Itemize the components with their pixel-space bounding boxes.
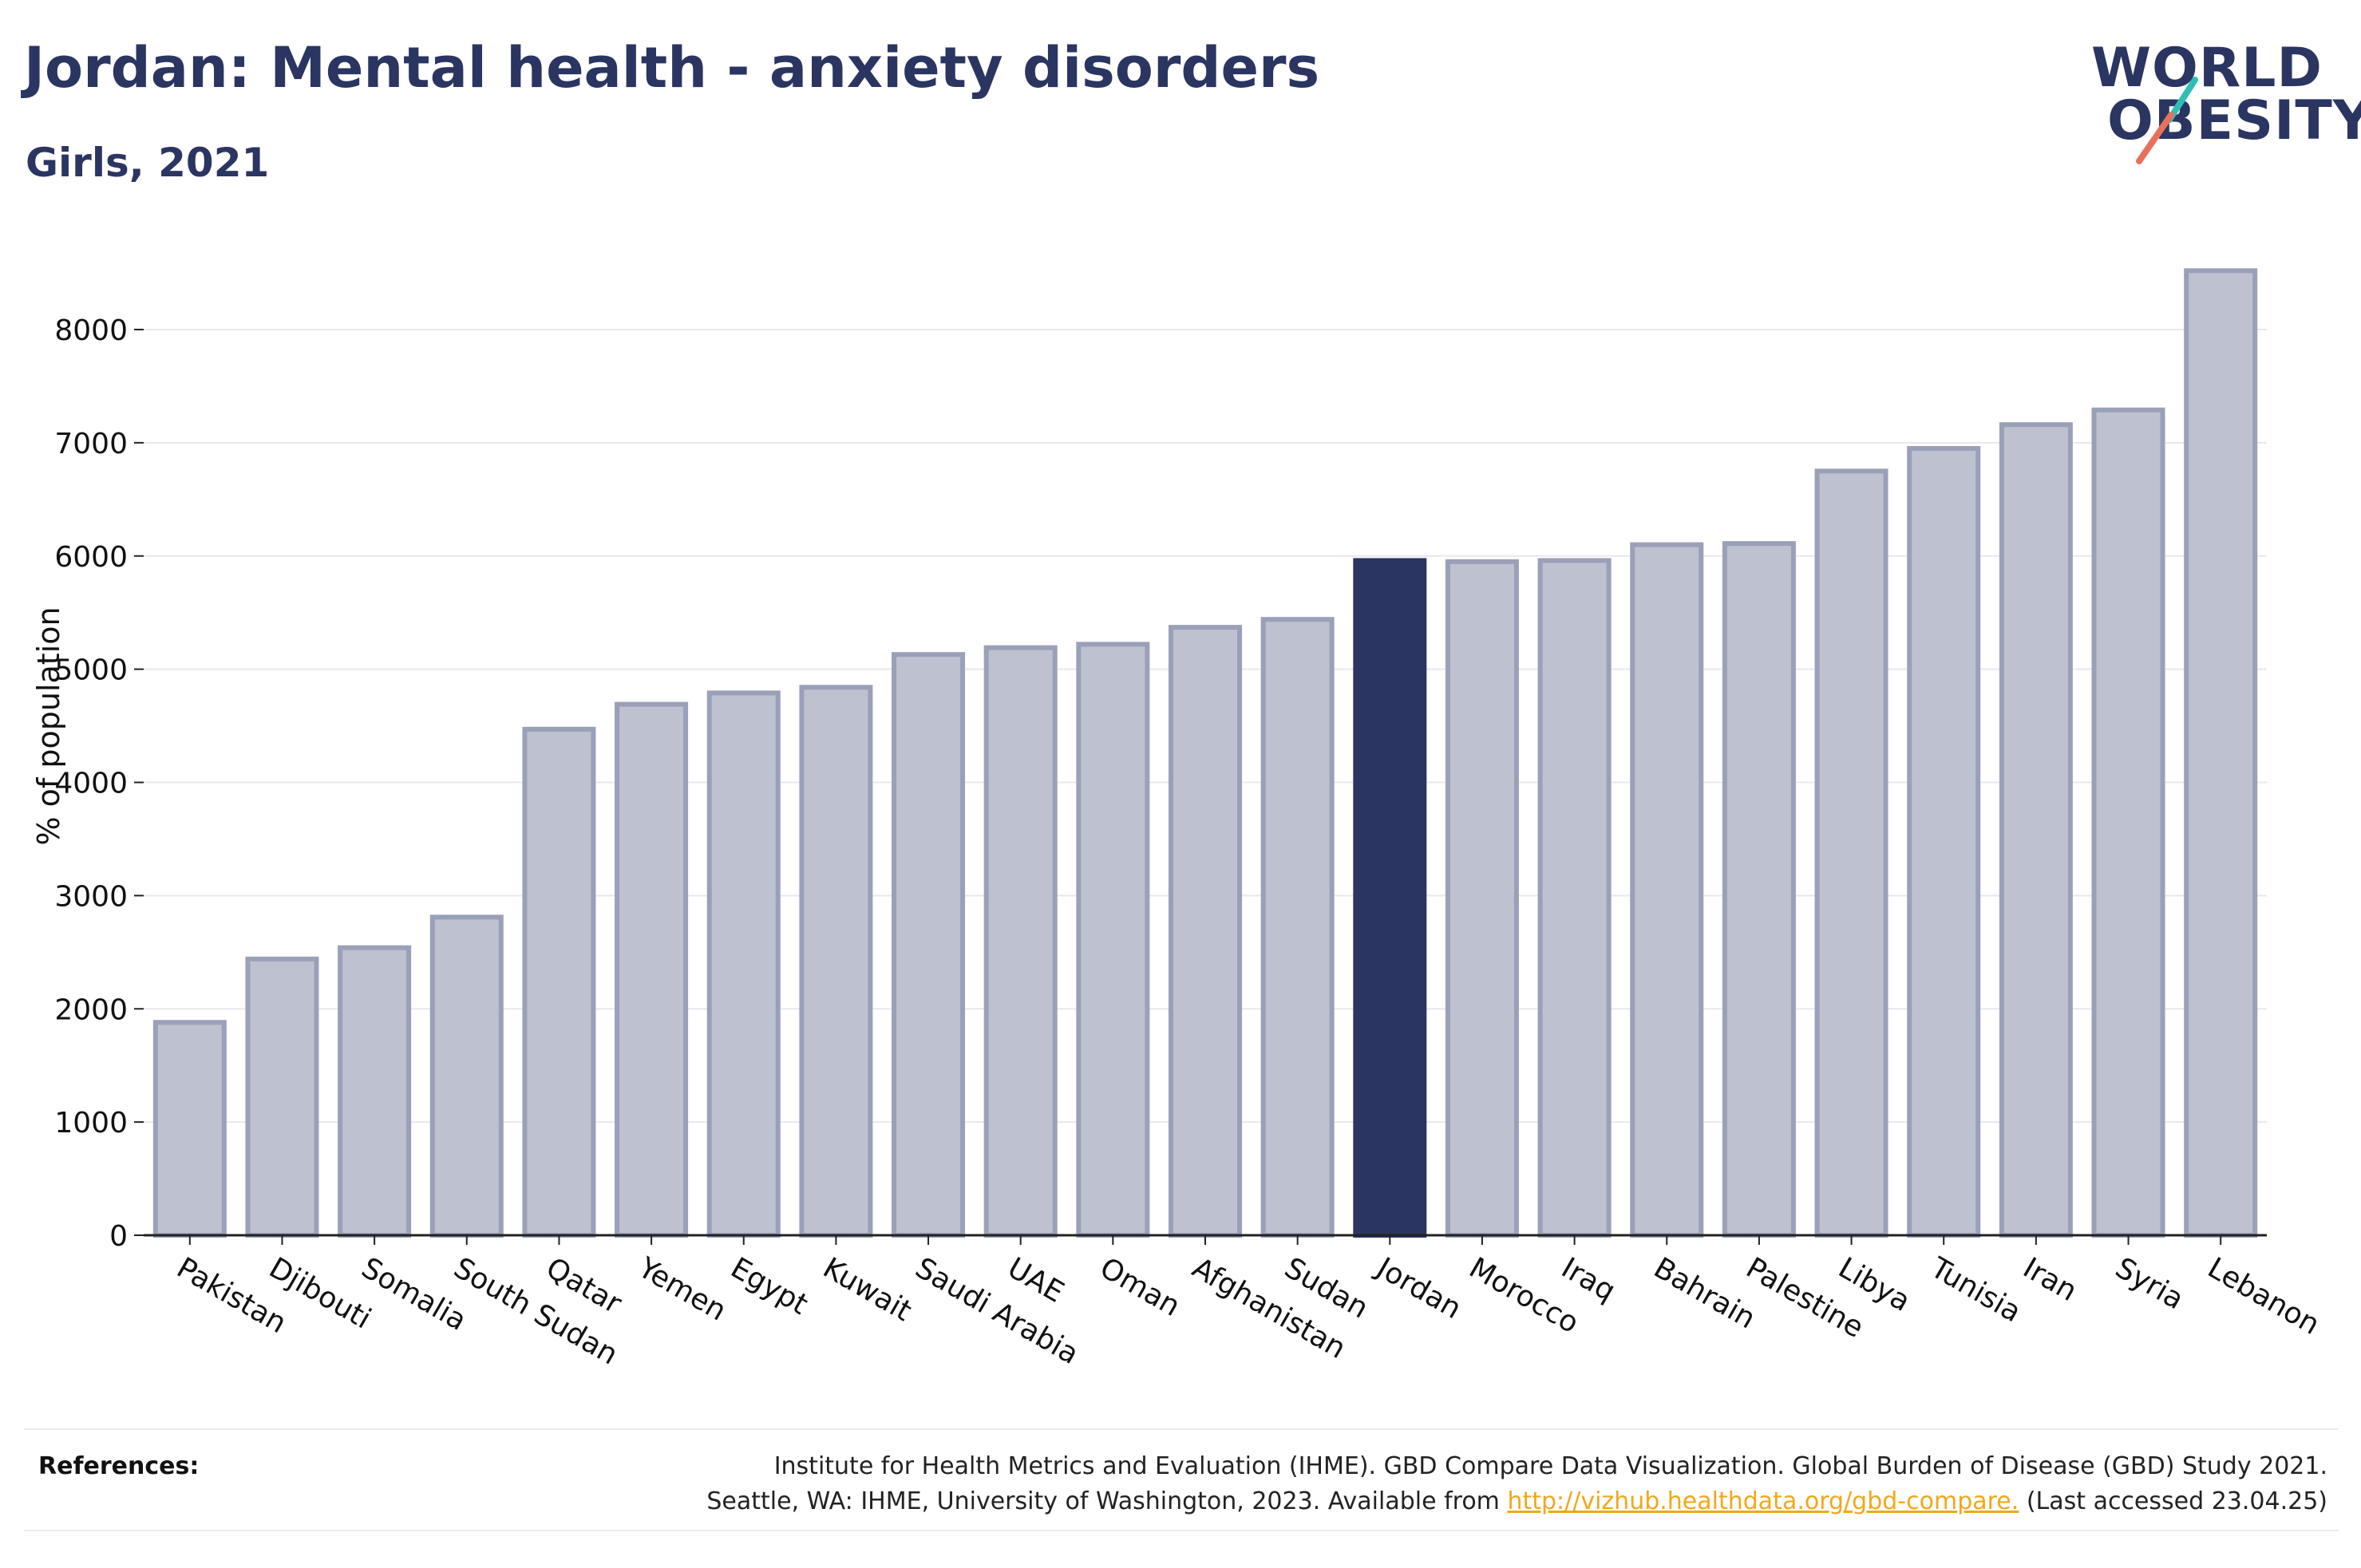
bar-uae — [983, 645, 1058, 1238]
references-line-2: Seattle, WA: IHME, University of Washing… — [706, 1484, 2327, 1519]
bar-south-sudan — [429, 914, 504, 1238]
y-tick-label: 3000 — [54, 880, 128, 913]
world-obesity-logo: WORLD OBESITY — [2075, 32, 2361, 172]
y-tick-label: 0 — [109, 1220, 128, 1253]
x-tick-label: Somalia — [356, 1251, 472, 1337]
references-line-2-prefix: Seattle, WA: IHME, University of Washing… — [706, 1487, 1508, 1515]
x-tick-label: Bahrain — [1648, 1251, 1761, 1335]
x-tick-label: Kuwait — [817, 1251, 917, 1328]
y-tick-labels: 0 1000 2000 3000 4000 5000 6000 7000 8000 — [54, 314, 144, 1253]
bar-afghanistan — [1169, 625, 1242, 1238]
chart-title: Jordan: Mental health - anxiety disorder… — [24, 35, 1320, 101]
x-tick-label: Egypt — [725, 1251, 813, 1321]
bar-yemen — [615, 701, 689, 1238]
logo-slash-upper — [2166, 77, 2198, 123]
references-panel: References: Institute for Health Metrics… — [24, 1428, 2339, 1531]
chart-subtitle: Girls, 2021 — [26, 140, 270, 186]
bar-iran — [1999, 422, 2073, 1238]
y-tick-label: 8000 — [54, 314, 128, 347]
bar-oman — [1076, 642, 1150, 1238]
x-tick-label: Iran — [2018, 1251, 2082, 1308]
y-axis-label: % of population — [31, 606, 66, 845]
bar-pakistan — [152, 1020, 227, 1238]
x-tick-label: Iraq — [1556, 1251, 1620, 1308]
bar-djibouti — [245, 956, 319, 1238]
bar-sudan — [1260, 617, 1335, 1238]
bar-somalia — [338, 945, 412, 1238]
y-tick-label: 4000 — [54, 768, 128, 800]
bar-palestine — [1722, 541, 1796, 1238]
bar-iraq — [1537, 558, 1612, 1238]
logo-slash-icon — [2136, 77, 2198, 164]
bar-egypt — [706, 690, 781, 1238]
x-tick-label: Syria — [2110, 1251, 2189, 1316]
references-line-2-suffix: (Last accessed 23.04.25) — [2019, 1487, 2327, 1515]
references-text: Institute for Health Metrics and Evaluat… — [706, 1449, 2327, 1519]
x-tick-label: Lebanon — [2202, 1251, 2325, 1341]
bar-kuwait — [799, 685, 873, 1238]
y-tick-label: 1000 — [54, 1107, 128, 1139]
bar-lebanon — [2184, 268, 2258, 1238]
bar-qatar — [522, 726, 596, 1238]
y-tick-label: 7000 — [54, 428, 128, 460]
x-tick-label: Tunisia — [1924, 1251, 2027, 1329]
logo-line-1: WORLD — [2091, 37, 2323, 100]
bar-tunisia — [1907, 445, 1981, 1238]
bar-bahrain — [1630, 542, 1704, 1238]
x-tick-label: Yemen — [632, 1251, 732, 1328]
bar-syria — [2091, 407, 2165, 1238]
bar-morocco — [1445, 559, 1519, 1238]
bar-saudi-arabia — [892, 652, 966, 1238]
x-tick-label: Saudi Arabia — [910, 1251, 1084, 1371]
y-tick-label: 2000 — [54, 993, 128, 1026]
x-tick-label: Oman — [1094, 1251, 1185, 1323]
x-tick-label: Jordan — [1370, 1250, 1466, 1325]
y-tick-label: 5000 — [54, 654, 128, 687]
bars — [152, 268, 2258, 1238]
references-label: References: — [38, 1452, 200, 1480]
bar-libya — [1814, 468, 1888, 1238]
references-link[interactable]: http://vizhub.healthdata.org/gbd-compare… — [1507, 1487, 2019, 1515]
bar-chart: 0 1000 2000 3000 4000 5000 6000 7000 8000 Pakist… — [31, 268, 2325, 1372]
references-line-1: Institute for Health Metrics and Evaluat… — [773, 1452, 2327, 1480]
logo-slash-lower — [2136, 112, 2174, 164]
y-tick-label: 6000 — [54, 541, 128, 574]
bar-jordan — [1353, 558, 1427, 1238]
